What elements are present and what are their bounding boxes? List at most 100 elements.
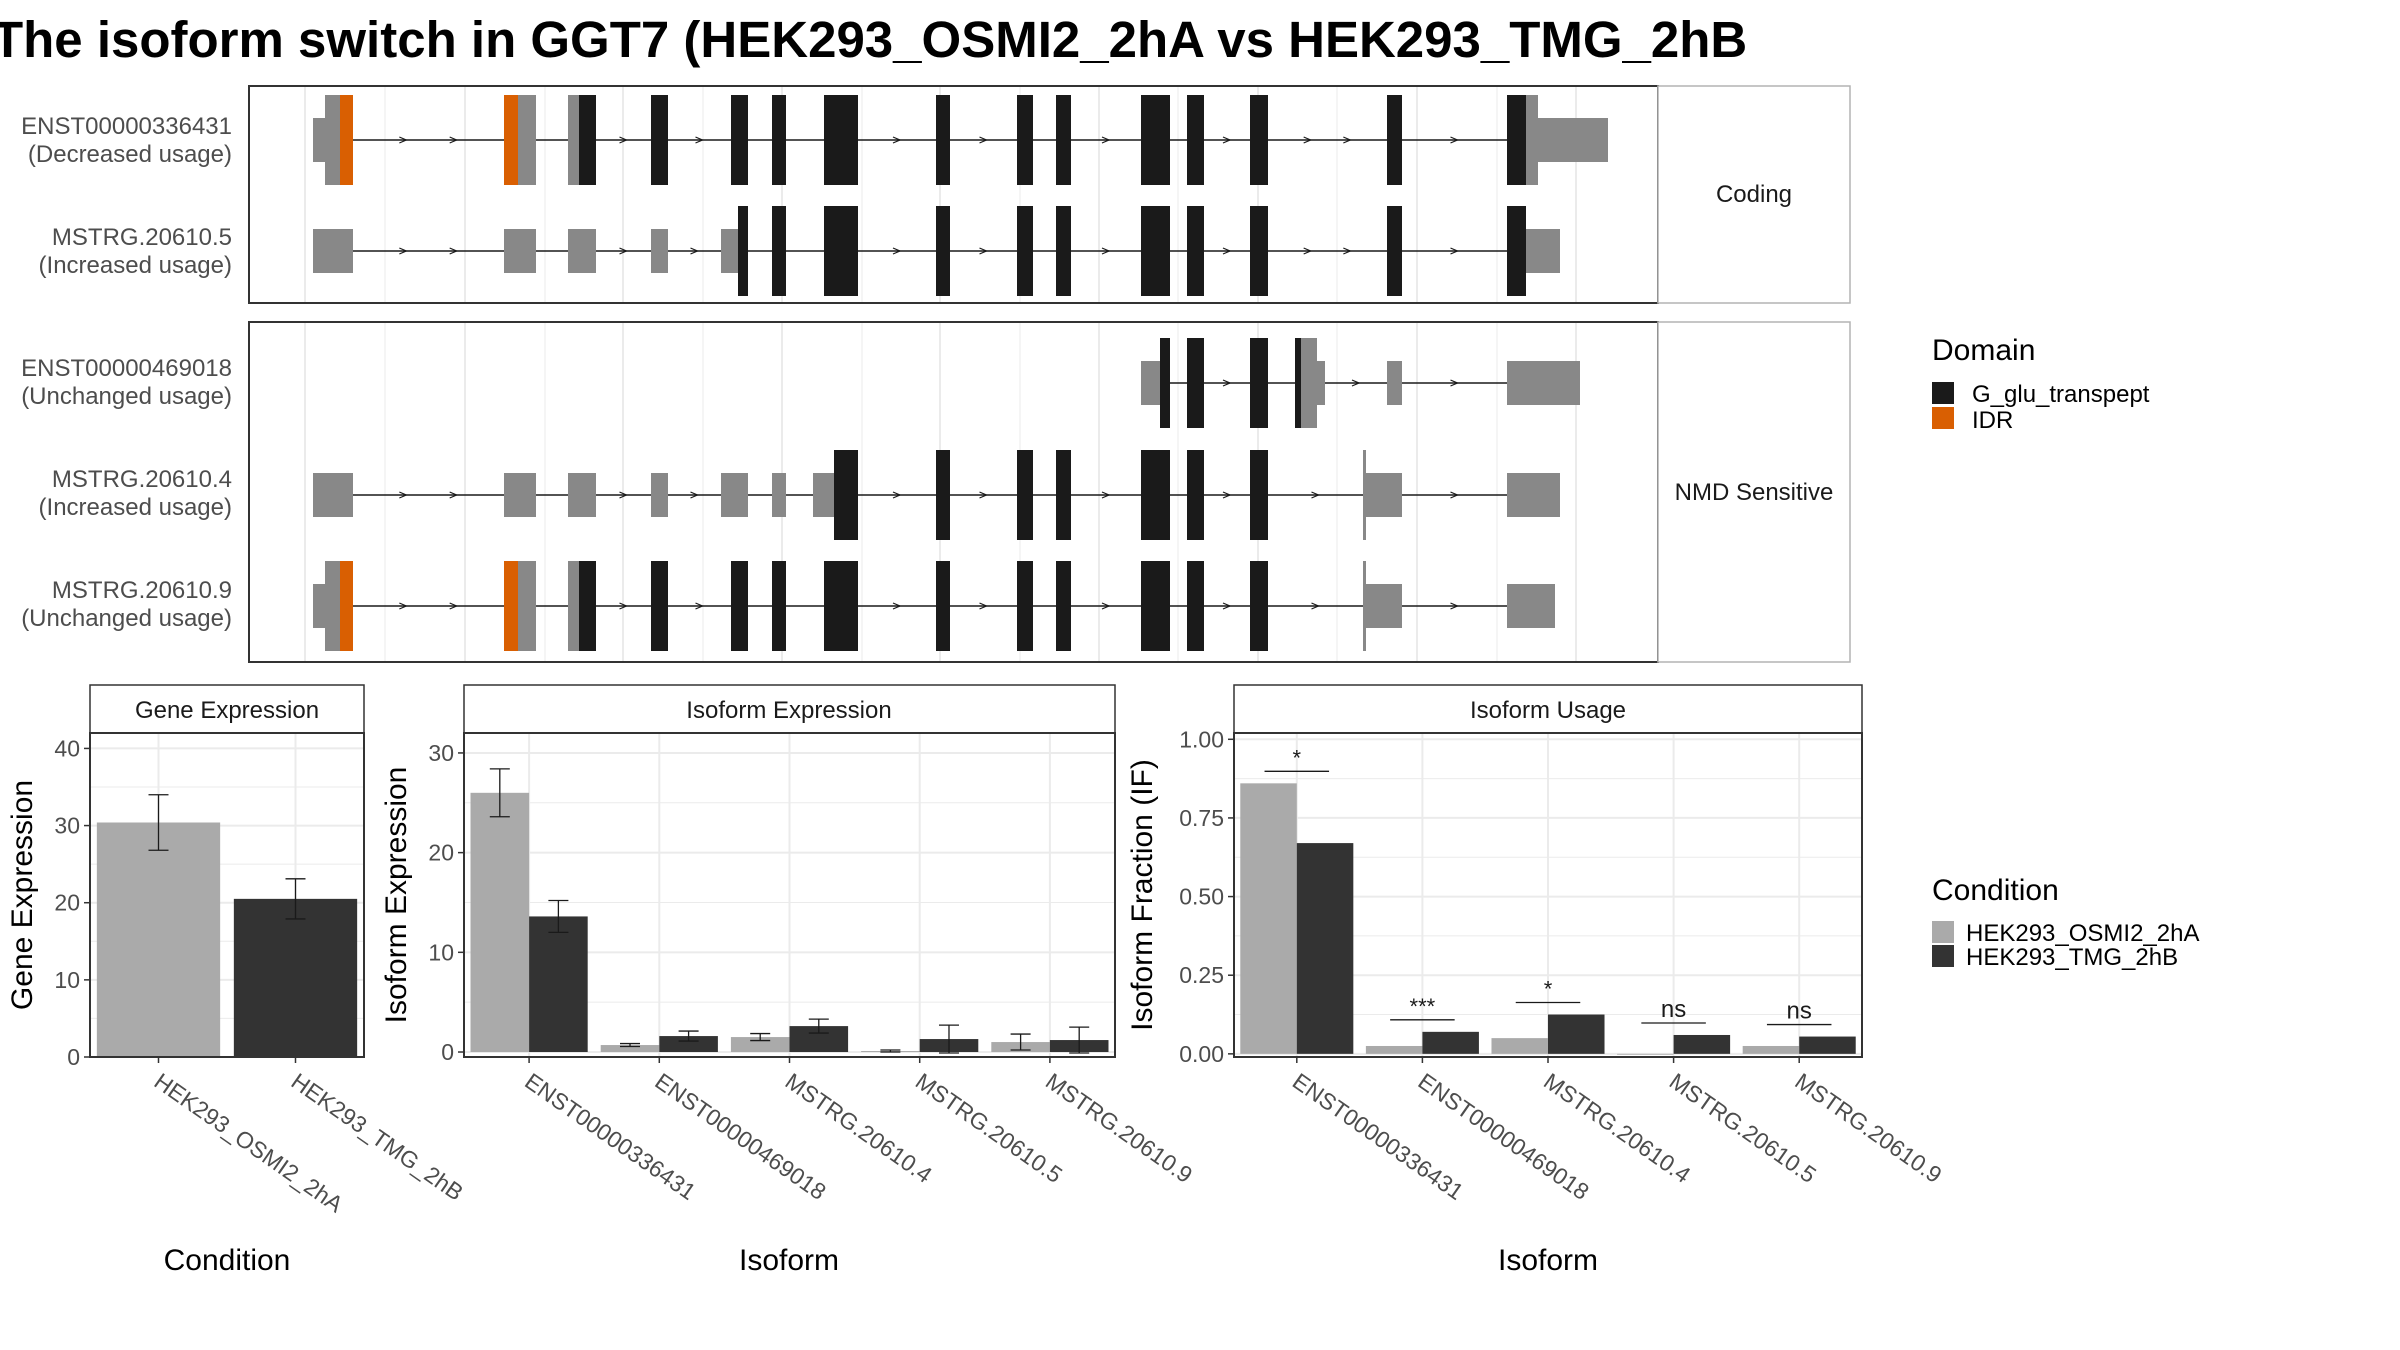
- significance-label: ***: [1410, 994, 1436, 1019]
- exon-idr: [340, 561, 353, 651]
- exon-utr: [1301, 338, 1317, 428]
- exon-utr: [568, 473, 596, 517]
- intron-arrow: [619, 247, 629, 255]
- condition-legend-title: Condition: [1932, 874, 2059, 907]
- intron-arrow: [1311, 491, 1321, 499]
- exon-domain: [1507, 206, 1526, 296]
- exon-domain: [1160, 338, 1170, 428]
- exon-domain: [1250, 561, 1268, 651]
- iu-y-axis: 0.00 0.25 0.50 0.75 1.00: [1179, 726, 1234, 1067]
- exon-utr: [518, 561, 536, 651]
- ge-panel-border: [89, 732, 365, 1058]
- intron-arrow: [892, 491, 902, 499]
- y-tick-label: 40: [54, 735, 80, 761]
- exon-utr: [1387, 361, 1402, 405]
- exon-domain: [936, 206, 950, 296]
- intron-arrow: [979, 491, 989, 499]
- exon-domain: [1387, 95, 1402, 185]
- ie-x-axis-label: Isoform: [739, 1244, 839, 1277]
- exon-domain: [1250, 450, 1268, 540]
- transcript-label-usage: (Increased usage): [39, 252, 232, 279]
- exon-utr: [1366, 584, 1402, 628]
- y-tick-label: 30: [54, 813, 80, 839]
- ie-y-axis: 0 10 20 30: [428, 740, 464, 1065]
- iu-strip-title: Isoform Usage: [1470, 697, 1626, 724]
- intron-arrow: [690, 491, 700, 499]
- nmd-panel: [249, 322, 1658, 662]
- intron-arrow: [979, 602, 989, 610]
- domain-legend: Domain G_glu_transpept IDR: [1932, 334, 2150, 434]
- exon-domain: [824, 561, 858, 651]
- exon-domain: [936, 450, 950, 540]
- intron-arrow: [1222, 379, 1232, 387]
- exon-utr: [518, 95, 536, 185]
- iu-y-axis-label: Isoform Fraction (IF): [1126, 759, 1159, 1031]
- exon-utr: [1507, 361, 1580, 405]
- exon-domain: [1017, 95, 1033, 185]
- nmd-transcripts: [313, 338, 1580, 651]
- exon-utr: [1317, 361, 1325, 405]
- transcript-label-usage: (Decreased usage): [28, 141, 232, 168]
- intron-arrow: [690, 247, 700, 255]
- bar: [1617, 1053, 1674, 1055]
- exon-utr: [504, 473, 536, 517]
- bar: [600, 1045, 660, 1053]
- intron-arrow: [1101, 136, 1111, 144]
- iu-bars: *****ns ns: [1240, 745, 1856, 1055]
- legend-swatch-osmi2: [1932, 921, 1954, 943]
- coding-strip-label: Coding: [1716, 181, 1792, 208]
- y-tick-label: 10: [54, 967, 80, 993]
- exon-utr: [1141, 361, 1160, 405]
- legend-label: HEK293_TMG_2hB: [1966, 944, 2178, 971]
- isoform-usage-chart: Isoform Usage *****ns ns 0.000.250.500.75…: [1126, 684, 1947, 1277]
- intron-arrow: [619, 136, 629, 144]
- intron-arrow: [619, 602, 629, 610]
- ge-x-axis-label: Condition: [164, 1244, 291, 1277]
- exon-utr: [313, 473, 353, 517]
- intron-arrow: [1101, 491, 1111, 499]
- ie-bars: [470, 768, 1109, 1054]
- significance-label: *: [1293, 745, 1302, 770]
- transcript-label-id: MSTRG.20610.5: [52, 224, 232, 251]
- iu-x-axis: ENST00000336431ENST00000469018MSTRG.2061…: [1288, 1057, 1947, 1205]
- exon-domain: [1187, 561, 1204, 651]
- exon-domain: [579, 95, 596, 185]
- exon-utr: [721, 229, 738, 273]
- intron-arrow: [1303, 247, 1313, 255]
- y-tick-label: 1.00: [1179, 726, 1224, 752]
- exon-idr: [504, 561, 518, 651]
- exon-domain: [579, 561, 596, 651]
- condition-legend: Condition HEK293_OSMI2_2hA HEK293_TMG_2h…: [1932, 874, 2199, 971]
- exon-utr: [1507, 473, 1560, 517]
- intron-arrow: [1222, 136, 1232, 144]
- transcript-label-id: ENST00000469018: [21, 355, 232, 382]
- exon-domain: [1141, 561, 1170, 651]
- exon-domain: [1141, 450, 1170, 540]
- exon-domain: [1056, 450, 1071, 540]
- legend-swatch-tmg: [1932, 945, 1954, 967]
- legend-swatch-idr: [1932, 407, 1954, 429]
- exon-utr: [568, 229, 596, 273]
- intron-arrow: [1450, 136, 1460, 144]
- exon-domain: [1056, 561, 1071, 651]
- ie-strip-title: Isoform Expression: [686, 697, 891, 724]
- exon-domain: [834, 450, 858, 540]
- exon-domain: [1017, 450, 1033, 540]
- exon-idr: [504, 95, 518, 185]
- intron-arrow: [399, 491, 408, 499]
- bar: [233, 898, 358, 1057]
- y-tick-label: 20: [54, 890, 80, 916]
- intron-arrow: [892, 602, 902, 610]
- bar: [529, 916, 588, 1053]
- exon-utr: [813, 473, 834, 517]
- y-tick-label: 30: [428, 740, 454, 766]
- exon-domain: [1250, 338, 1268, 428]
- exon-utr: [504, 229, 536, 273]
- transcript-label-usage: (Unchanged usage): [21, 605, 232, 632]
- bar: [659, 1036, 718, 1053]
- exon-domain: [1017, 206, 1033, 296]
- y-tick-label: 20: [428, 840, 454, 866]
- exon-utr: [772, 473, 786, 517]
